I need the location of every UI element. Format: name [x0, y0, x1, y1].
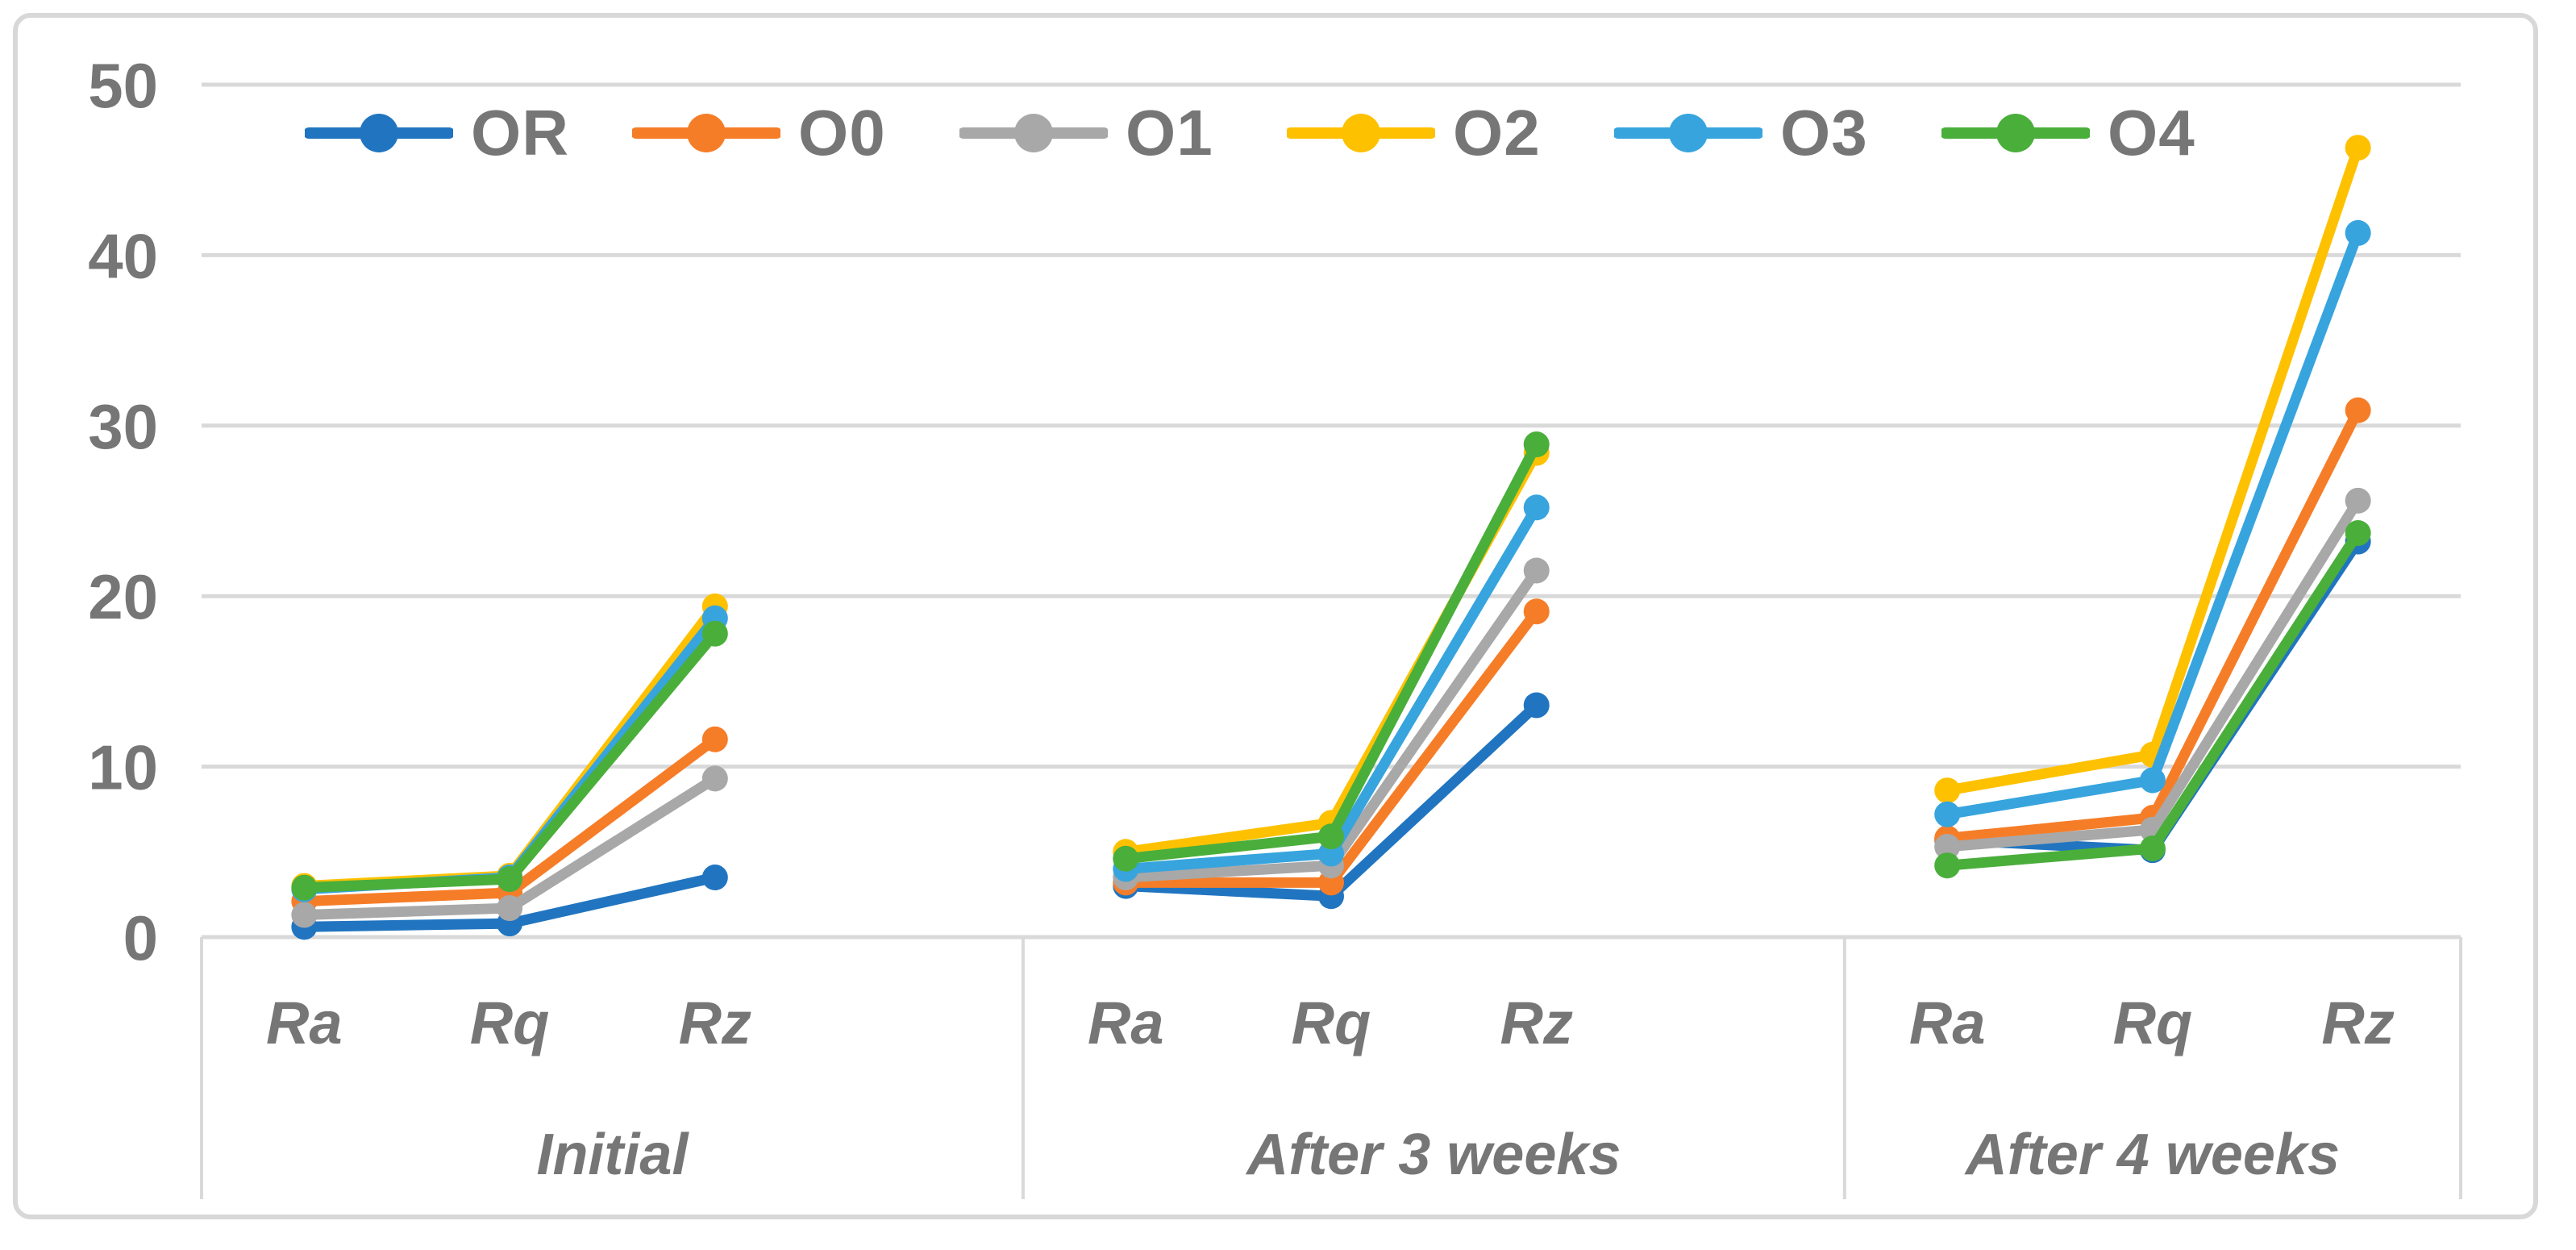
- data-point-marker-O2: [2345, 135, 2371, 161]
- data-point-marker-O1: [2345, 487, 2371, 514]
- legend-label: O3: [1780, 97, 1868, 169]
- data-point-marker-O2: [1934, 777, 1961, 804]
- data-point-marker-O1: [701, 765, 728, 792]
- group-label: After 3 weeks: [1245, 1123, 1621, 1187]
- legend-item-o1: O1: [959, 99, 1213, 167]
- data-point-marker-O4: [497, 866, 523, 893]
- legend-marker-icon: [1614, 114, 1762, 152]
- data-point-marker-OR: [1523, 692, 1550, 719]
- chart-border: [13, 13, 2538, 1219]
- y-tick-label: 10: [88, 732, 158, 803]
- data-point-marker-O4: [1113, 845, 1139, 872]
- legend-marker-icon: [632, 114, 780, 152]
- data-point-marker-O3: [2345, 219, 2371, 246]
- data-point-marker-O1: [1934, 833, 1961, 860]
- legend-item-o3: O3: [1614, 99, 1868, 167]
- data-point-marker-O0: [701, 726, 728, 752]
- legend-marker-icon: [1941, 114, 2090, 152]
- legend-item-o2: O2: [1287, 99, 1541, 167]
- legend-label: O2: [1453, 97, 1541, 169]
- category-label: Rq: [470, 990, 550, 1056]
- legend-item-or: OR: [305, 99, 569, 167]
- data-point-marker-O4: [2139, 835, 2166, 862]
- data-point-marker-O3: [1523, 494, 1550, 521]
- data-point-marker-O1: [497, 895, 523, 922]
- legend-item-o4: O4: [1941, 99, 2195, 167]
- y-tick-label: 40: [88, 220, 158, 291]
- category-label: Rz: [679, 990, 751, 1056]
- data-point-marker-O1: [291, 902, 318, 928]
- legend-marker-icon: [305, 114, 453, 152]
- data-point-marker-O4: [291, 874, 318, 901]
- legend-marker-icon: [1287, 114, 1435, 152]
- series-line-O4: [298, 628, 721, 894]
- data-point-marker-O3: [1934, 801, 1961, 827]
- legend-item-o0: O0: [632, 99, 886, 167]
- series-line-O1: [1941, 495, 2364, 852]
- data-point-marker-O3: [2139, 767, 2166, 794]
- series-line-O2: [298, 601, 721, 892]
- group-label: Initial: [536, 1123, 689, 1187]
- category-label: Ra: [1088, 990, 1164, 1056]
- category-label: Ra: [266, 990, 343, 1056]
- category-label: Ra: [1909, 990, 1986, 1056]
- legend-marker-icon: [959, 114, 1108, 152]
- data-point-marker-O0: [1523, 598, 1550, 625]
- data-point-marker-OR: [701, 865, 728, 891]
- y-tick-label: 0: [123, 902, 158, 973]
- legend-label: O0: [798, 97, 886, 169]
- data-point-marker-O4: [1934, 852, 1961, 879]
- series-line-O3: [298, 613, 721, 895]
- category-label: Rq: [2113, 990, 2193, 1056]
- category-label: Rz: [1500, 990, 1573, 1056]
- legend-label: OR: [471, 97, 569, 169]
- y-tick-label: 50: [88, 50, 158, 121]
- y-tick-label: 30: [88, 391, 158, 462]
- y-tick-label: 20: [88, 561, 158, 632]
- data-point-marker-O4: [2345, 519, 2371, 546]
- data-point-marker-O4: [1523, 431, 1550, 458]
- category-label: Rz: [2321, 990, 2394, 1056]
- data-point-marker-O4: [1318, 823, 1344, 850]
- category-label: Rq: [1292, 990, 1371, 1056]
- data-point-marker-O4: [701, 620, 728, 647]
- group-label: After 4 weeks: [1964, 1123, 2340, 1187]
- series-line-O2: [1941, 142, 2364, 796]
- data-point-marker-O1: [1523, 557, 1550, 584]
- legend-label: O4: [2108, 97, 2195, 169]
- legend-label: O1: [1126, 97, 1213, 169]
- data-point-marker-O0: [2345, 397, 2371, 423]
